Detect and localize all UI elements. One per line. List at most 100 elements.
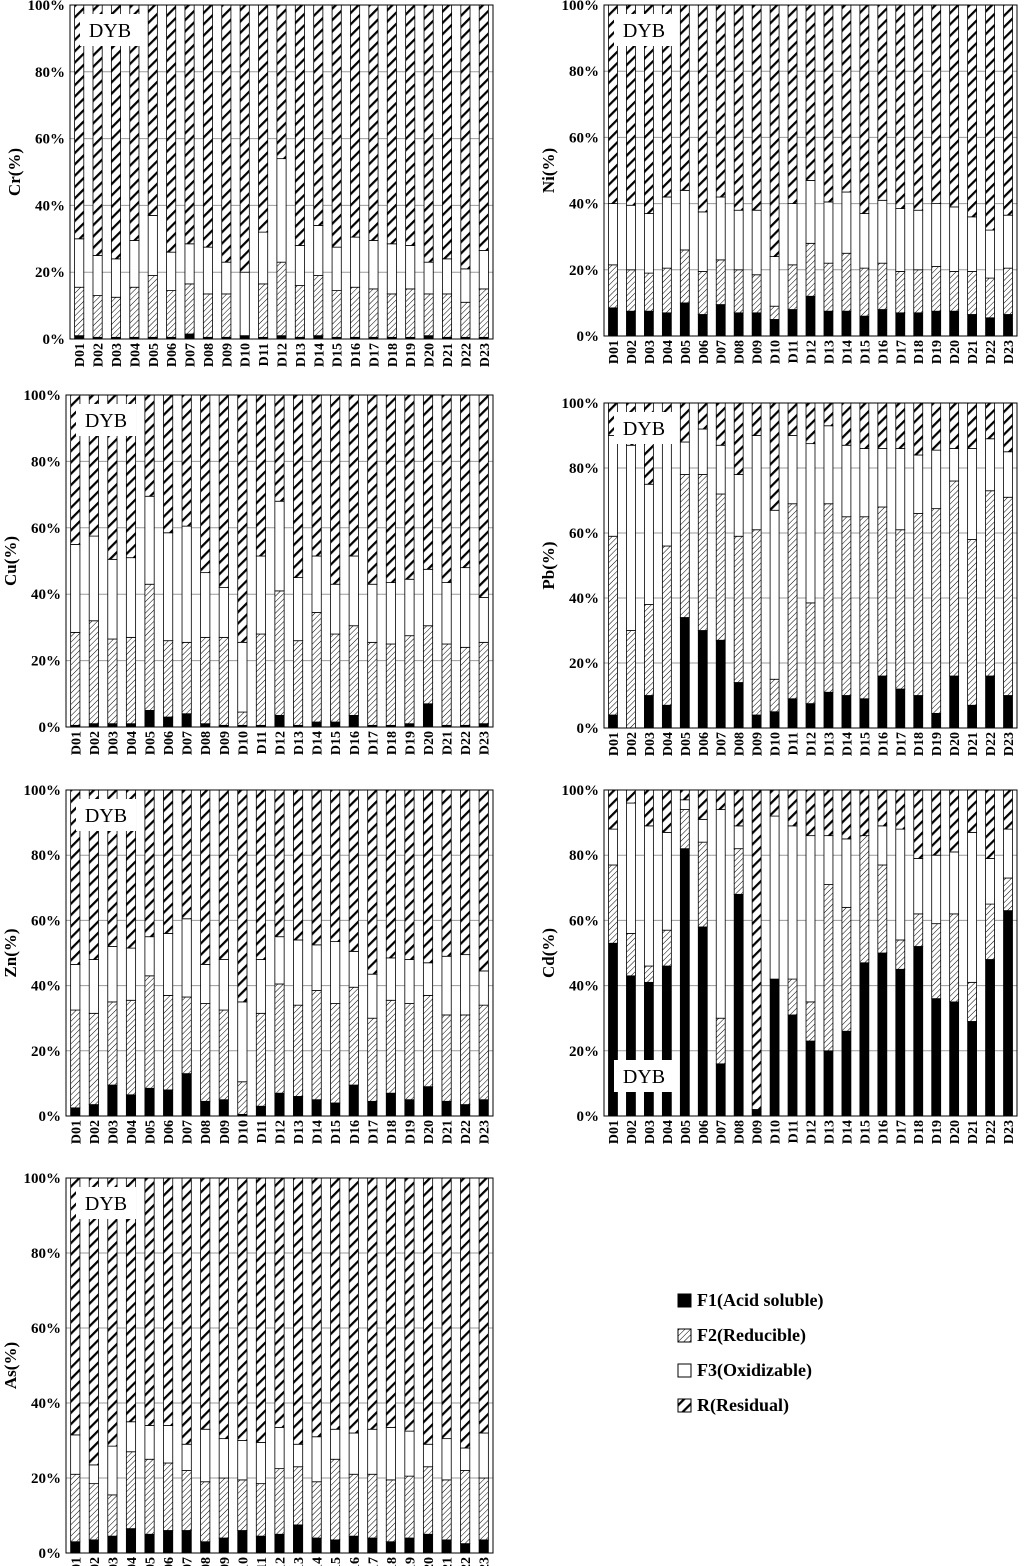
bar-segment-f3-d10 — [237, 1001, 248, 1083]
bar-segment-f2-d07 — [181, 1470, 192, 1531]
bar-segment-f1-d16 — [877, 675, 888, 729]
bar-segment-f3-d05 — [679, 189, 690, 251]
bar-segment-f3-d19 — [931, 203, 942, 267]
bar-segment-f1-d19 — [931, 712, 942, 729]
bar-segment-f1-d19 — [931, 310, 942, 337]
bar-segment-f2-d02 — [626, 630, 636, 729]
x-tick-label: D12 — [274, 1120, 289, 1144]
x-tick-label: D05 — [679, 1120, 694, 1144]
annotation-box: DYB — [614, 1060, 674, 1092]
bar-segment-f1-d17 — [895, 312, 906, 337]
x-tick-label: D02 — [625, 732, 640, 756]
bar-segment-f1-d09 — [751, 1109, 762, 1117]
x-tick-label: D22 — [984, 732, 999, 756]
x-tick-label: D15 — [858, 1120, 873, 1144]
bar-segment-f2-d09 — [221, 293, 232, 338]
bar-segment-r-d07 — [181, 394, 192, 527]
bar-segment-r-d22 — [460, 394, 471, 569]
bar-segment-f2-d11 — [255, 1483, 266, 1537]
bar-segment-f2-d11 — [787, 978, 798, 1016]
bar-segment-f3-d08 — [200, 1428, 211, 1483]
x-tick-label: D15 — [329, 731, 344, 755]
x-tick-label: D22 — [459, 1557, 474, 1566]
bar-segment-f3-d21 — [967, 448, 977, 540]
bar-segment-f3-d21 — [442, 258, 453, 295]
bar-segment-f3-d11 — [787, 435, 798, 505]
bar-segment-f3-d02 — [88, 959, 99, 1014]
x-tick-label: D06 — [697, 732, 712, 756]
bar-segment-f3-d08 — [733, 474, 744, 537]
annotation-label: DYB — [85, 1193, 127, 1215]
bar-segment-r-d22 — [460, 4, 471, 270]
bar-segment-f3-d02 — [88, 1464, 99, 1485]
bar-segment-f3-d14 — [311, 944, 322, 991]
bar-segment-f1-d18 — [385, 1541, 396, 1554]
bar-segment-f3-d20 — [422, 568, 434, 627]
y-tick-label: 80% — [35, 65, 65, 81]
y-tick-label: 20% — [569, 656, 599, 672]
bar-segment-f3-d16 — [877, 448, 888, 508]
bar-segment-f1-d22 — [985, 675, 995, 729]
bar-segment-f2-d15 — [859, 516, 870, 700]
bar-segment-f2-d21 — [967, 271, 977, 315]
bar-segment-f1-d23 — [1003, 695, 1013, 729]
bar-segment-r-d15 — [330, 789, 341, 942]
bar-segment-r-d18 — [385, 1177, 396, 1428]
plot-frame — [603, 402, 1018, 729]
bar-segment-f1-d10 — [239, 335, 250, 340]
bar-segment-f3-d15 — [331, 246, 342, 291]
bar-segment-f2-d03 — [644, 604, 654, 696]
x-tick-label: D21 — [441, 731, 456, 755]
x-tick-label: D16 — [348, 731, 363, 755]
bar-segment-f3-d02 — [88, 535, 99, 622]
x-tick-label: D04 — [661, 732, 676, 756]
x-tick-label: D10 — [769, 340, 784, 364]
bar-segment-f2-d22 — [460, 301, 471, 338]
bar-segment-f2-d06 — [163, 994, 174, 1091]
bar-segment-f1-d15 — [859, 315, 870, 337]
bar-segment-f1-d19 — [931, 998, 942, 1117]
x-tick-label: D16 — [348, 1120, 363, 1144]
bar-segment-f3-d07 — [181, 918, 192, 998]
bar-segment-f1-d14 — [841, 695, 852, 729]
bar-segment-f2-d20 — [949, 271, 960, 312]
bar-segment-f1-d06 — [163, 1530, 174, 1554]
bar-segment-f2-d22 — [460, 1470, 471, 1545]
bar-segment-f3-d18 — [385, 1426, 396, 1481]
bar-segment-f3-d23 — [478, 597, 489, 643]
bar-segment-r-d13 — [823, 789, 834, 837]
bar-segment-f1-d17 — [895, 688, 906, 729]
bar-segment-f3-d17 — [367, 583, 378, 643]
y-tick-label: 100% — [562, 783, 600, 799]
y-tick-label: 60% — [31, 521, 61, 537]
bar-segment-r-d12 — [805, 789, 816, 837]
bar-segment-f1-d20 — [949, 310, 960, 337]
bar-segment-r-d12 — [276, 4, 287, 160]
bar-segment-f1-d06 — [697, 926, 708, 1117]
bar-segment-f2-d12 — [805, 242, 816, 297]
panel-cd: 0%20%40%60%80%100%D01 D02 D03 D04 D05 D06 D07 D… — [539, 783, 1018, 1144]
bar-segment-f1-d03 — [644, 981, 654, 1117]
bar-segment-f3-d09 — [218, 1438, 229, 1479]
x-tick-label: D03 — [106, 731, 121, 755]
x-tick-label: D20 — [422, 731, 437, 755]
bar-segment-f3-d09 — [218, 959, 229, 1011]
bar-segment-f3-d07 — [715, 809, 726, 1019]
bar-segment-r-d14 — [311, 1177, 322, 1438]
bar-segment-r-d15 — [859, 402, 870, 449]
bar-segment-f1-d02 — [626, 975, 636, 1117]
bar-segment-f2-d16 — [877, 262, 888, 310]
x-tick-label: D23 — [1002, 1120, 1017, 1144]
bar-segment-f1-d17 — [895, 968, 906, 1117]
x-tick-label: D10 — [236, 1120, 251, 1144]
x-tick-label: D14 — [840, 340, 855, 364]
x-tick-label: D20 — [948, 1120, 963, 1144]
bar-segment-f1-d02 — [88, 1539, 99, 1554]
x-tick-label: D03 — [106, 1120, 121, 1144]
legend: F1(Acid soluble) F2(Reducible) F3(Oxidizab… — [677, 1290, 824, 1416]
bar-segment-f2-d06 — [163, 1462, 174, 1531]
bar-segment-f1-d04 — [125, 1094, 137, 1117]
bar-segment-r-d14 — [311, 394, 322, 557]
bar-segment-r-d20 — [949, 4, 960, 208]
bar-segment-f3-d05 — [144, 495, 155, 585]
